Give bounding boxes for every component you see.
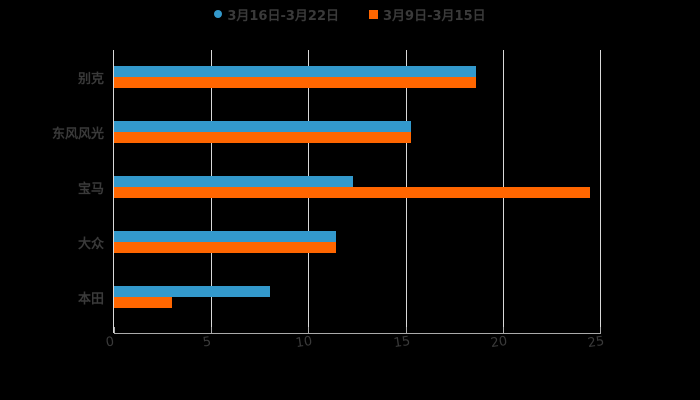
legend-marker-series1 xyxy=(214,10,223,18)
bar-series2[interactable] xyxy=(114,242,336,253)
bar-series1[interactable] xyxy=(114,286,270,297)
x-tick xyxy=(114,327,115,334)
x-tick-label: 20 xyxy=(489,333,509,352)
bar-series1[interactable] xyxy=(114,231,336,242)
x-tick xyxy=(600,327,601,334)
x-tick-label: 25 xyxy=(586,333,606,352)
x-tick-label: 0 xyxy=(104,334,116,351)
x-tick-label: 10 xyxy=(295,333,314,352)
bar-series2[interactable] xyxy=(114,132,412,143)
x-tick xyxy=(308,327,310,334)
bar-series2[interactable] xyxy=(114,187,591,198)
category-label: 宝马 xyxy=(77,182,104,197)
x-tick xyxy=(211,327,213,334)
legend-marker-series2 xyxy=(369,9,379,19)
bar-series2[interactable] xyxy=(114,77,476,88)
bar-series1[interactable] xyxy=(114,176,354,187)
y-axis-line xyxy=(113,50,114,333)
bar-series2[interactable] xyxy=(114,297,173,308)
category-label: 东风风光 xyxy=(51,127,104,142)
x-tick xyxy=(502,327,504,334)
category-label: 本田 xyxy=(77,292,104,307)
bar-series1[interactable] xyxy=(114,66,476,77)
chart-legend: 3月16日-3月22日 3月9日-3月15日 xyxy=(0,4,700,24)
legend-label-series2: 3月9日-3月15日 xyxy=(383,8,486,24)
category-label: 大众 xyxy=(77,237,104,252)
bar-series1[interactable] xyxy=(114,121,412,132)
plot-area xyxy=(113,50,601,333)
legend-item-series2[interactable]: 3月9日-3月15日 xyxy=(369,5,486,24)
legend-item-series1[interactable]: 3月16日-3月22日 xyxy=(214,5,339,24)
x-tick xyxy=(405,327,407,334)
gridline xyxy=(600,50,601,333)
category-label: 别克 xyxy=(77,72,104,87)
legend-label-series1: 3月16日-3月22日 xyxy=(227,8,340,24)
x-tick-label: 5 xyxy=(202,334,213,351)
x-tick-label: 15 xyxy=(392,333,411,352)
x-axis-line xyxy=(114,333,601,334)
